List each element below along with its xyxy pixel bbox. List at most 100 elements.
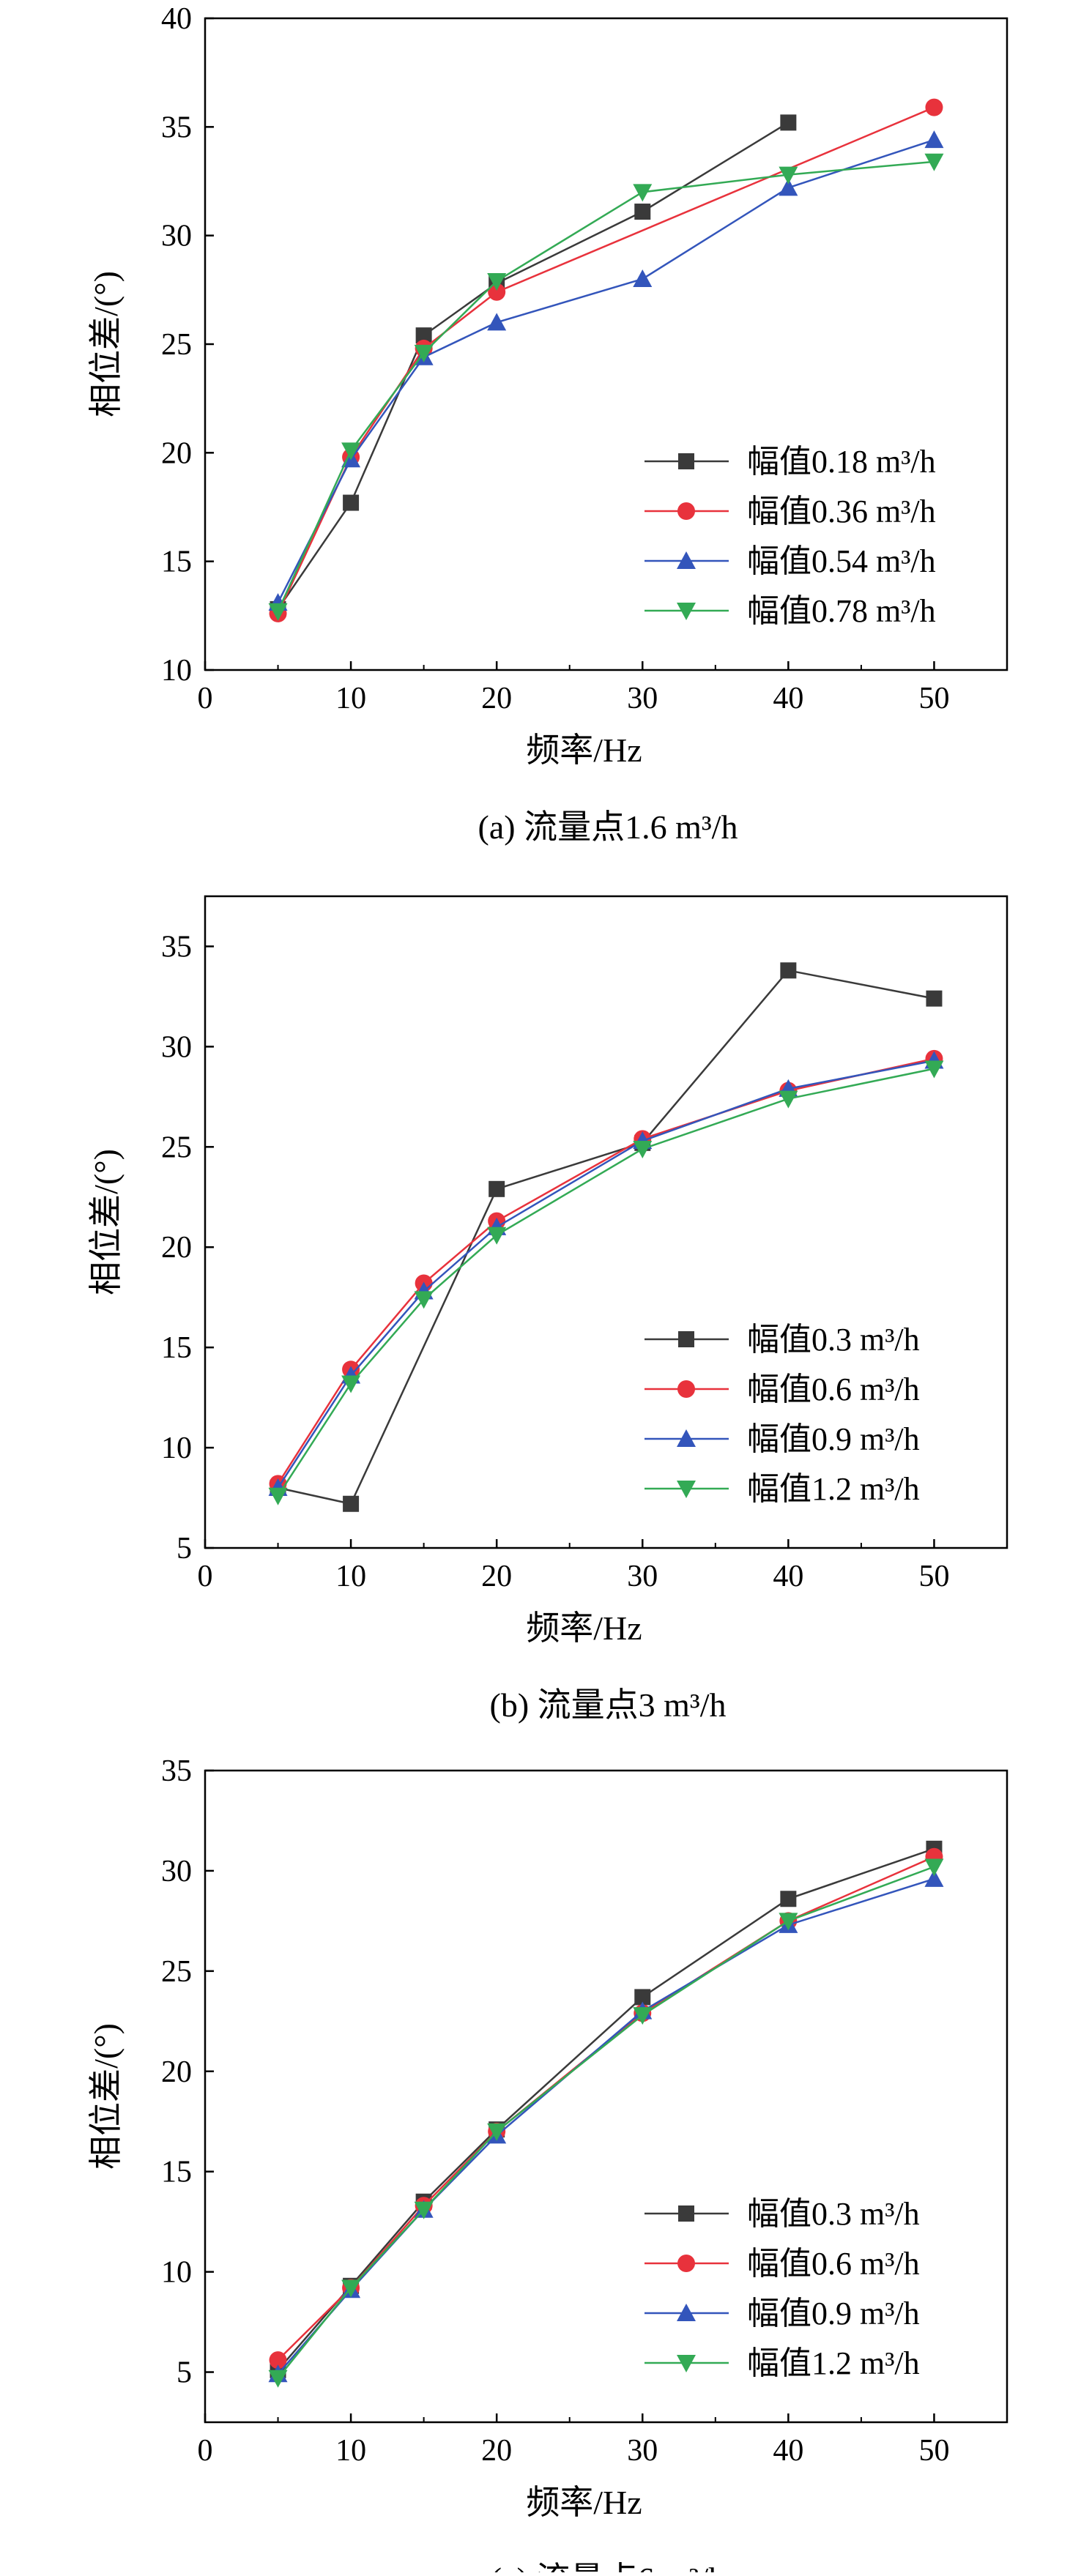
data-point bbox=[414, 2201, 434, 2219]
series-line-1 bbox=[277, 1855, 935, 2361]
data-point bbox=[780, 962, 797, 979]
data-point bbox=[414, 1291, 434, 1309]
y-tick-label: 5 bbox=[177, 2356, 192, 2390]
data-point bbox=[414, 344, 434, 362]
x-tick-label: 30 bbox=[627, 2434, 658, 2468]
x-tick-label: 40 bbox=[773, 1560, 803, 1593]
legend-label: 幅值0.78 m³/h bbox=[747, 593, 936, 629]
legend-label: 幅值0.6 m³/h bbox=[747, 2246, 920, 2282]
y-tick-label: 25 bbox=[161, 1955, 192, 1989]
y-tick-label: 15 bbox=[161, 546, 192, 579]
x-tick-label: 20 bbox=[481, 1560, 512, 1593]
data-point bbox=[633, 269, 653, 287]
data-point bbox=[924, 130, 944, 149]
series-line-0 bbox=[277, 122, 790, 610]
series-line-0 bbox=[278, 969, 935, 1505]
legend-marker bbox=[677, 2355, 696, 2372]
data-point bbox=[634, 204, 651, 220]
chart-panel-2: 0 10 20 30 40 50 5 10 15 20 25 30 35 频率/Hz 相位差/(°) (c) … bbox=[87, 1754, 1008, 2576]
data-point bbox=[268, 1487, 288, 1505]
x-tick-label: 20 bbox=[481, 2434, 512, 2468]
legend-marker bbox=[677, 502, 695, 520]
chart-caption: (b) 流量点3 m³/h bbox=[490, 1686, 727, 1724]
x-tick-label: 50 bbox=[918, 2434, 949, 2468]
data-point bbox=[924, 1060, 944, 1079]
x-axis-label: 频率/Hz bbox=[526, 2484, 642, 2521]
y-tick-label: 30 bbox=[161, 220, 192, 253]
data-point bbox=[488, 283, 506, 301]
y-tick-label: 40 bbox=[161, 2, 192, 36]
y-tick-label: 10 bbox=[161, 2256, 192, 2290]
plot-frame bbox=[204, 1769, 1008, 2424]
legend-label: 幅值0.18 m³/h bbox=[747, 444, 936, 480]
y-tick-label: 15 bbox=[161, 1331, 192, 1365]
data-point bbox=[343, 494, 360, 511]
data-point bbox=[926, 990, 943, 1007]
data-point bbox=[487, 272, 507, 291]
y-tick-label: 35 bbox=[161, 930, 192, 964]
chart-panel-0: 0 10 20 30 40 5010152025303540频率/Hz相位差/(°)(a)… bbox=[87, 2, 1008, 846]
data-point bbox=[779, 166, 798, 185]
plot-frame bbox=[204, 895, 1008, 1549]
y-tick-label: 30 bbox=[161, 1855, 192, 1888]
data-point bbox=[415, 327, 432, 344]
legend-marker bbox=[677, 1429, 696, 1447]
data-point bbox=[341, 442, 361, 461]
data-point bbox=[633, 1141, 653, 1159]
y-tick-label: 35 bbox=[161, 1754, 192, 1788]
legend-label: 幅值0.6 m³/h bbox=[747, 1371, 920, 1407]
chart-panel-1: 0 10 20 30 40 50 5 10 15 20 25 30 35 频率/Hz 相位差/(°) (b) … bbox=[87, 895, 1008, 1724]
legend-marker bbox=[678, 453, 694, 469]
data-point bbox=[341, 2279, 361, 2298]
legend-marker bbox=[677, 1380, 695, 1398]
y-tick-label: 30 bbox=[161, 1030, 192, 1064]
legend-marker bbox=[678, 2205, 694, 2222]
legend-marker bbox=[677, 603, 696, 620]
legend-label: 幅值0.54 m³/h bbox=[747, 543, 936, 579]
data-point bbox=[924, 1869, 944, 1887]
legend-label: 幅值1.2 m³/h bbox=[747, 1471, 920, 1507]
data-point bbox=[633, 184, 653, 202]
x-tick-label: 10 bbox=[335, 2434, 366, 2468]
legend-marker bbox=[678, 1331, 694, 1347]
data-point bbox=[634, 1989, 651, 2006]
y-axis-label: 相位差/(°) bbox=[87, 2023, 125, 2170]
data-point bbox=[268, 2370, 288, 2388]
legend-marker bbox=[677, 551, 696, 569]
y-tick-label: 10 bbox=[161, 654, 192, 688]
x-tick-label: 30 bbox=[627, 1560, 658, 1593]
y-tick-label: 10 bbox=[161, 1432, 192, 1465]
y-tick-label: 35 bbox=[161, 111, 192, 144]
series-line-2 bbox=[277, 138, 935, 603]
data-point bbox=[780, 1891, 797, 1907]
data-point bbox=[779, 1913, 798, 1931]
series-line-0 bbox=[277, 1847, 935, 2371]
chart-caption: (c) 流量点6 m³/h bbox=[491, 2561, 725, 2572]
data-point bbox=[489, 1180, 505, 1197]
y-axis-label: 相位差/(°) bbox=[87, 1149, 125, 1295]
data-point bbox=[780, 114, 797, 131]
y-axis-label: 相位差/(°) bbox=[87, 271, 125, 417]
x-tick-label: 40 bbox=[773, 2434, 803, 2468]
y-tick-label: 20 bbox=[161, 1231, 192, 1265]
data-point bbox=[487, 313, 507, 331]
legend-label: 幅值0.3 m³/h bbox=[747, 2196, 920, 2232]
data-point bbox=[341, 1375, 361, 1393]
x-tick-label: 50 bbox=[918, 1560, 949, 1593]
data-point bbox=[343, 1495, 360, 1512]
series-line-1 bbox=[277, 106, 935, 614]
y-tick-label: 15 bbox=[161, 2156, 192, 2189]
y-tick-label: 20 bbox=[161, 2055, 192, 2089]
x-tick-label: 20 bbox=[481, 682, 512, 715]
x-tick-label: 30 bbox=[627, 682, 658, 715]
y-tick-label: 20 bbox=[161, 436, 192, 470]
x-tick-label: 10 bbox=[335, 682, 366, 715]
data-point bbox=[487, 1226, 507, 1245]
data-point bbox=[779, 178, 798, 196]
x-tick-label: 10 bbox=[335, 1560, 366, 1593]
y-tick-label: 25 bbox=[161, 328, 192, 362]
legend-marker bbox=[677, 2255, 695, 2272]
y-tick-label: 25 bbox=[161, 1131, 192, 1164]
y-tick-label: 5 bbox=[177, 1532, 192, 1566]
